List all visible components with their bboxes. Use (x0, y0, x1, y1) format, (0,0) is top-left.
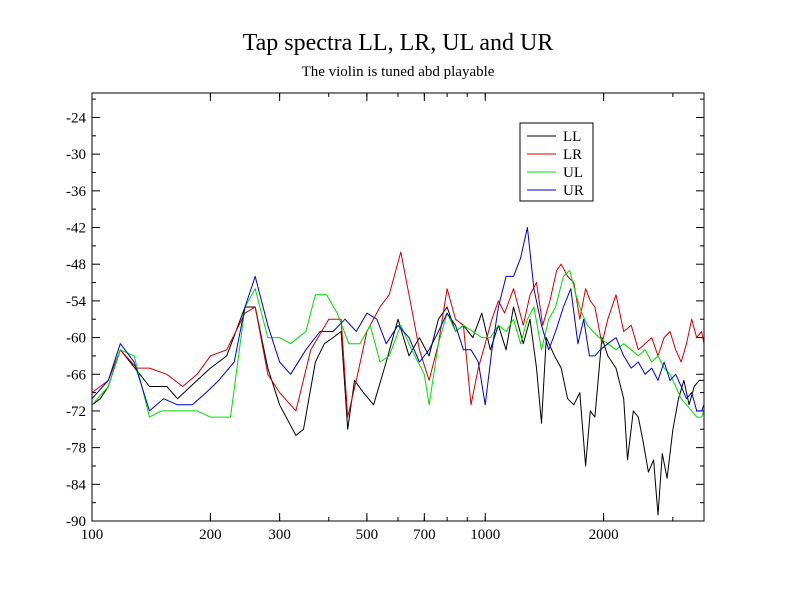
legend-label-ur: UR (563, 183, 584, 199)
legend-label-lr: LR (563, 147, 582, 163)
x-tick-label: 2000 (589, 527, 619, 543)
y-tick-label: -78 (66, 441, 86, 457)
y-tick-label: -54 (66, 294, 86, 310)
y-tick-label: -72 (66, 404, 86, 420)
x-axis-labels: 100 200 300 500 700 1000 2000 (81, 527, 619, 543)
y-tick-label: -42 (66, 221, 86, 237)
y-tick-label: -24 (66, 110, 86, 126)
x-tick-label: 200 (199, 527, 222, 543)
series-line-ur (91, 227, 705, 412)
y-tick-label: -36 (66, 184, 86, 200)
x-tick-label: 1000 (470, 527, 500, 543)
y-tick-label: -66 (66, 367, 86, 383)
legend-label-ul: UL (563, 165, 583, 181)
series-layer (91, 227, 705, 516)
chart-title: Tap spectra LL, LR, UL and UR (243, 30, 554, 56)
legend-label-ll: LL (563, 129, 581, 145)
plot-frame (91, 92, 705, 522)
x-tick-label: 700 (413, 527, 436, 543)
legend: LL LR UL UR (519, 122, 594, 202)
legend-box (519, 122, 594, 202)
y-axis-labels: -24 -30 -36 -42 -48 -54 -60 -66 -72 -78 -84 -90 (66, 110, 86, 530)
y-tick-label: -30 (66, 147, 86, 163)
x-tick-label: 300 (268, 527, 291, 543)
y-tick-label: -60 (66, 331, 86, 347)
series-line-ul (91, 269, 705, 418)
y-tick-label: -84 (66, 477, 86, 493)
chart-subtitle: The violin is tuned abd playable (302, 64, 495, 80)
axis-ticks (91, 93, 704, 522)
x-tick-label: 100 (81, 527, 104, 543)
y-tick-label: -90 (66, 514, 86, 530)
y-tick-label: -48 (66, 257, 86, 273)
x-tick-label: 500 (356, 527, 379, 543)
series-line-lr (91, 251, 705, 418)
